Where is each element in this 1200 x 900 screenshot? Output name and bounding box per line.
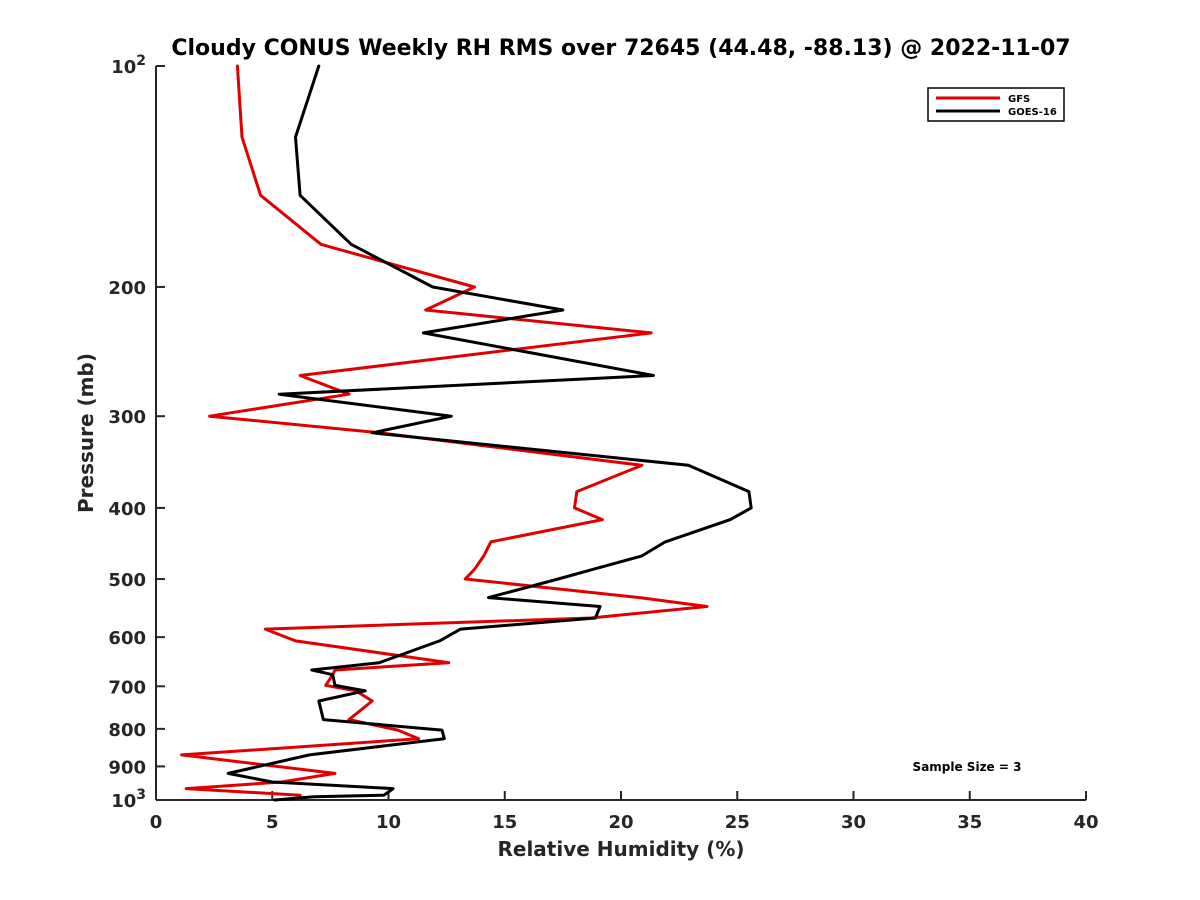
- chart-title: Cloudy CONUS Weekly RH RMS over 72645 (4…: [171, 36, 1070, 61]
- y-tick-base: 10: [111, 791, 136, 812]
- x-tick-label-30: 30: [841, 812, 866, 833]
- y-tick-label-800: 800: [108, 720, 146, 741]
- y-tick-label-1000: 103: [111, 787, 146, 812]
- y-tick-exponent: 3: [136, 787, 146, 803]
- x-tick-label-5: 5: [266, 812, 279, 833]
- y-tick-label-600: 600: [108, 628, 146, 649]
- y-tick-label-400: 400: [108, 499, 146, 520]
- x-tick-label-0: 0: [150, 812, 163, 833]
- legend-label-gfs: GFS: [1008, 94, 1030, 105]
- y-tick-label-700: 700: [108, 677, 146, 698]
- y-tick-label-300: 300: [108, 407, 146, 428]
- x-tick-label-10: 10: [376, 812, 401, 833]
- series-line-gfs: [180, 64, 709, 797]
- x-tick-label-40: 40: [1073, 812, 1098, 833]
- x-tick-label-20: 20: [608, 812, 633, 833]
- y-tick-label-100: 102: [111, 53, 146, 78]
- y-tick-label-900: 900: [108, 757, 146, 778]
- y-tick-label-200: 200: [108, 278, 146, 299]
- x-tick-label-25: 25: [725, 812, 750, 833]
- plot-area: 0 5 10 15 20 25 30 35 40102200300400500600700800…: [108, 53, 1098, 833]
- legend-label-goes-16: GOES-16: [1008, 107, 1057, 118]
- y-tick-base: 10: [111, 57, 136, 78]
- x-axis-title: Relative Humidity (%): [497, 837, 744, 861]
- x-tick-label-15: 15: [492, 812, 517, 833]
- sample-size-annotation: Sample Size = 3: [913, 760, 1022, 774]
- x-tick-label-35: 35: [957, 812, 982, 833]
- series-line-goes-16: [226, 64, 753, 802]
- y-tick-label-500: 500: [108, 570, 146, 591]
- legend-box: [927, 87, 1065, 122]
- y-tick-exponent: 2: [136, 53, 146, 69]
- y-axis-title: Pressure (mb): [74, 353, 98, 513]
